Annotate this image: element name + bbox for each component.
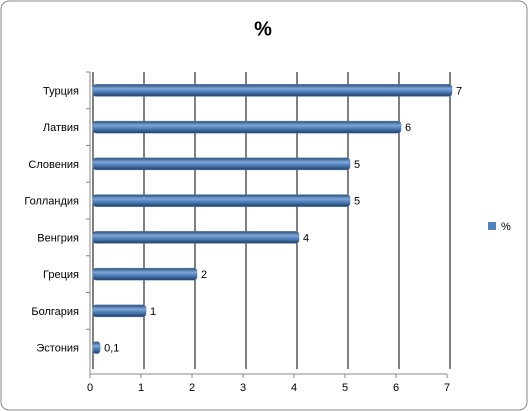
y-tick-label: Венгрия bbox=[37, 232, 79, 244]
bar bbox=[92, 341, 101, 354]
data-label: 5 bbox=[354, 159, 360, 171]
bar bbox=[92, 194, 351, 207]
y-tick-label: Словения bbox=[28, 159, 79, 171]
y-tick-label: Голландия bbox=[24, 196, 79, 208]
bar bbox=[92, 304, 147, 318]
x-tick-label: 4 bbox=[291, 382, 297, 394]
data-label: 5 bbox=[354, 196, 360, 208]
y-tick-label: Эстония bbox=[36, 343, 79, 355]
chart-title: % bbox=[254, 18, 272, 40]
data-label: 2 bbox=[201, 269, 207, 281]
y-tick-label: Турция bbox=[43, 85, 79, 97]
y-tick-label: Латвия bbox=[43, 122, 79, 134]
data-label: 6 bbox=[405, 122, 411, 134]
data-label: 0,1 bbox=[104, 343, 119, 355]
bar bbox=[92, 267, 198, 281]
x-tick-label: 1 bbox=[138, 382, 144, 394]
bar bbox=[92, 157, 351, 171]
y-tick-label: Греция bbox=[43, 269, 79, 281]
data-label: 4 bbox=[303, 232, 309, 244]
x-tick-label: 6 bbox=[393, 382, 399, 394]
x-tick-label: 7 bbox=[444, 382, 450, 394]
legend-label: % bbox=[501, 221, 511, 233]
x-tick-label: 2 bbox=[189, 382, 195, 394]
bar bbox=[92, 84, 453, 97]
x-tick-label: 5 bbox=[342, 382, 348, 394]
bar bbox=[92, 120, 402, 134]
data-label: 7 bbox=[456, 85, 462, 97]
data-label: 1 bbox=[150, 306, 156, 318]
x-tick-label: 3 bbox=[240, 382, 246, 394]
x-tick-label: 0 bbox=[87, 382, 93, 394]
y-tick-label: Болгария bbox=[31, 306, 79, 318]
legend-swatch bbox=[488, 222, 496, 230]
bar bbox=[92, 231, 300, 244]
